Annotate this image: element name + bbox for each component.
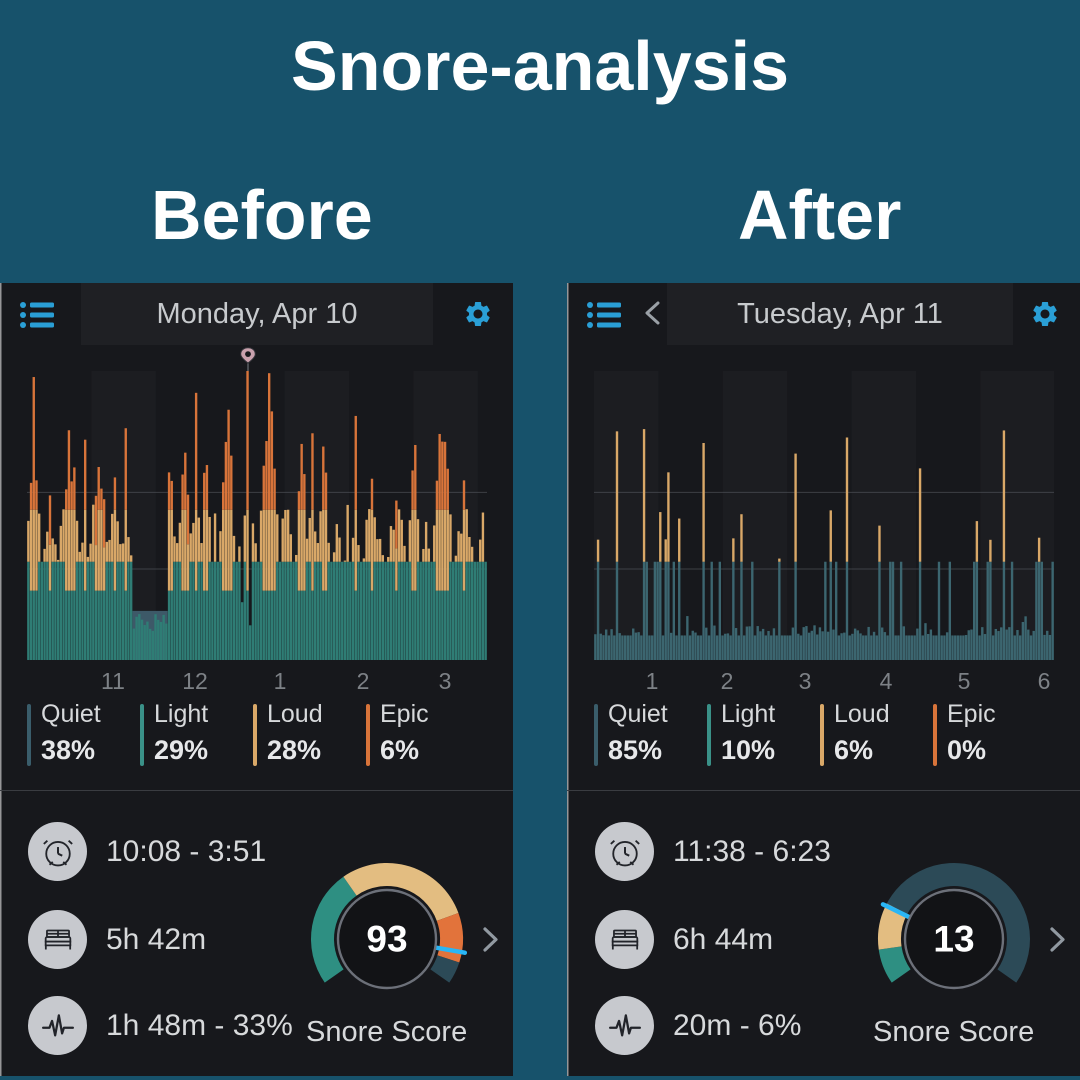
svg-text:13: 13	[933, 919, 974, 960]
svg-text:93: 93	[366, 919, 407, 960]
